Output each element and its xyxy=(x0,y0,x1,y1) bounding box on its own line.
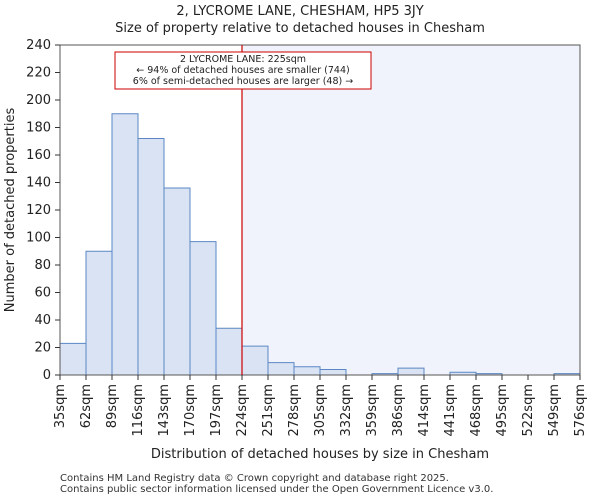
x-axis-label: Distribution of detached houses by size … xyxy=(151,447,489,462)
x-tick-label-576sqm: 576sqm xyxy=(573,384,588,437)
annotation-line-1: 2 LYCROME LANE: 225sqm xyxy=(180,54,306,65)
x-tick-label-332sqm: 332sqm xyxy=(339,384,354,437)
x-tick-label-62sqm: 62sqm xyxy=(79,384,94,428)
chart-title: 2, LYCROME LANE, CHESHAM, HP5 3JY xyxy=(176,4,424,19)
footer-line-2: Contains public sector information licen… xyxy=(60,484,494,495)
y-tick-label-120: 120 xyxy=(26,203,51,218)
x-tick-label-116sqm: 116sqm xyxy=(131,384,146,437)
x-tick-label-468sqm: 468sqm xyxy=(469,384,484,437)
annotation-line-3: 6% of semi-detached houses are larger (4… xyxy=(133,76,353,87)
x-tick-label-386sqm: 386sqm xyxy=(391,384,406,437)
bar-197sqm xyxy=(215,327,243,376)
x-tick-label-305sqm: 305sqm xyxy=(313,384,328,437)
y-tick-label-80: 80 xyxy=(34,258,51,273)
x-tick-label-359sqm: 359sqm xyxy=(365,384,380,437)
bar-386sqm xyxy=(397,367,425,376)
annotation-line-2: ← 94% of detached houses are smaller (74… xyxy=(136,65,349,76)
y-tick-label-200: 200 xyxy=(26,93,51,108)
bar-116sqm xyxy=(137,138,165,376)
bar-224sqm xyxy=(241,345,269,376)
x-tick-label-197sqm: 197sqm xyxy=(209,384,224,437)
x-tick-label-414sqm: 414sqm xyxy=(417,384,432,437)
y-tick-label-0: 0 xyxy=(43,368,51,383)
bar-62sqm xyxy=(85,250,113,376)
y-tick-label-180: 180 xyxy=(26,121,51,136)
bar-143sqm xyxy=(163,187,191,376)
y-tick-label-40: 40 xyxy=(34,313,51,328)
y-tick-label-100: 100 xyxy=(26,231,51,246)
x-tick-label-89sqm: 89sqm xyxy=(105,384,120,428)
x-tick-label-224sqm: 224sqm xyxy=(235,384,250,437)
footer-line-1: Contains HM Land Registry data © Crown c… xyxy=(60,473,449,484)
bar-278sqm xyxy=(293,366,321,376)
x-tick-label-549sqm: 549sqm xyxy=(547,384,562,437)
x-tick-label-522sqm: 522sqm xyxy=(521,384,536,437)
y-tick-label-60: 60 xyxy=(34,286,51,301)
bar-251sqm xyxy=(267,362,295,376)
bar-305sqm xyxy=(319,369,347,376)
bar-170sqm xyxy=(189,241,217,376)
highlight-region xyxy=(242,45,580,375)
x-tick-label-278sqm: 278sqm xyxy=(287,384,302,437)
x-tick-label-495sqm: 495sqm xyxy=(495,384,510,437)
x-tick-label-35sqm: 35sqm xyxy=(53,384,68,428)
y-axis-label: Number of detached properties xyxy=(3,108,18,313)
y-tick-label-140: 140 xyxy=(26,176,51,191)
chart-subtitle: Size of property relative to detached ho… xyxy=(115,21,485,36)
x-tick-label-143sqm: 143sqm xyxy=(157,384,172,437)
bar-35sqm xyxy=(59,342,87,376)
x-tick-label-251sqm: 251sqm xyxy=(261,384,276,437)
y-tick-label-20: 20 xyxy=(34,341,51,356)
y-tick-label-160: 160 xyxy=(26,148,51,163)
annotation-box xyxy=(114,51,372,90)
y-tick-label-240: 240 xyxy=(26,38,51,53)
bar-89sqm xyxy=(111,113,139,376)
y-tick-label-220: 220 xyxy=(26,66,51,81)
x-tick-label-441sqm: 441sqm xyxy=(443,384,458,437)
x-tick-label-170sqm: 170sqm xyxy=(183,384,198,437)
